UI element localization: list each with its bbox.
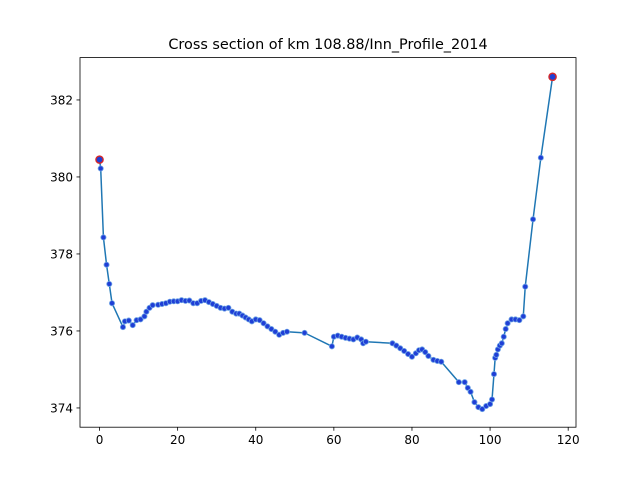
profile-point [520,313,527,320]
profile-point [425,352,432,359]
profile-point [129,322,136,329]
profile-point [537,154,544,161]
profile-point [100,234,107,241]
profile-point [455,379,462,386]
profile-point [401,347,408,354]
profile-point [143,308,150,315]
profile-point [109,300,116,307]
profile-point [256,317,263,324]
profile-point [516,317,523,324]
profile-point [97,165,104,172]
profile-point [438,358,445,365]
y-tick-label: 376 [50,324,73,338]
profile-point [493,351,500,358]
profile-point [283,328,290,335]
profile-points [96,73,556,413]
chart-title: Cross section of km 108.88/Inn_Profile_2… [168,37,487,53]
profile-point [362,338,369,345]
profile-point [125,317,132,324]
profile-point [467,388,474,395]
endpoint-marker [95,155,104,164]
y-axis: 374 376 378 380 382 [50,93,80,415]
endpoint-marker [548,72,557,82]
profile-point [272,328,279,335]
x-tick-label: 40 [248,433,263,447]
profile-point [502,326,509,333]
profile-point [500,333,507,340]
profile-point [119,324,126,331]
y-tick-label: 380 [50,170,73,184]
x-axis: 0 20 40 60 80 100 120 [96,427,580,447]
profile-point [461,379,468,386]
x-tick-label: 0 [96,433,104,447]
y-tick-label: 378 [50,247,73,261]
x-tick-label: 120 [557,433,580,447]
x-tick-label: 80 [404,433,419,447]
profile-point [522,283,529,290]
profile-point [408,353,415,360]
profile-point [504,320,511,327]
endpoint-markers [95,72,557,164]
profile-point [149,302,156,309]
plot-area-frame [79,57,577,428]
y-tick-label: 382 [50,93,73,107]
profile-point [479,406,486,413]
profile-point [498,340,505,347]
profile-point [471,399,478,406]
profile-point [422,349,429,356]
profile-point [106,280,113,287]
profile-point [328,343,335,350]
x-tick-label: 100 [479,433,502,447]
profile-point [225,304,232,311]
profile-point [530,216,537,223]
profile-point [103,261,110,268]
profile-line [98,76,554,410]
y-tick-label: 374 [50,401,73,415]
x-tick-label: 20 [170,433,185,447]
profile-point [490,371,497,378]
profile-point [137,316,144,323]
profile-point [301,329,308,336]
x-tick-label: 60 [326,433,341,447]
profile-point [489,396,496,403]
profile-point [260,320,267,327]
